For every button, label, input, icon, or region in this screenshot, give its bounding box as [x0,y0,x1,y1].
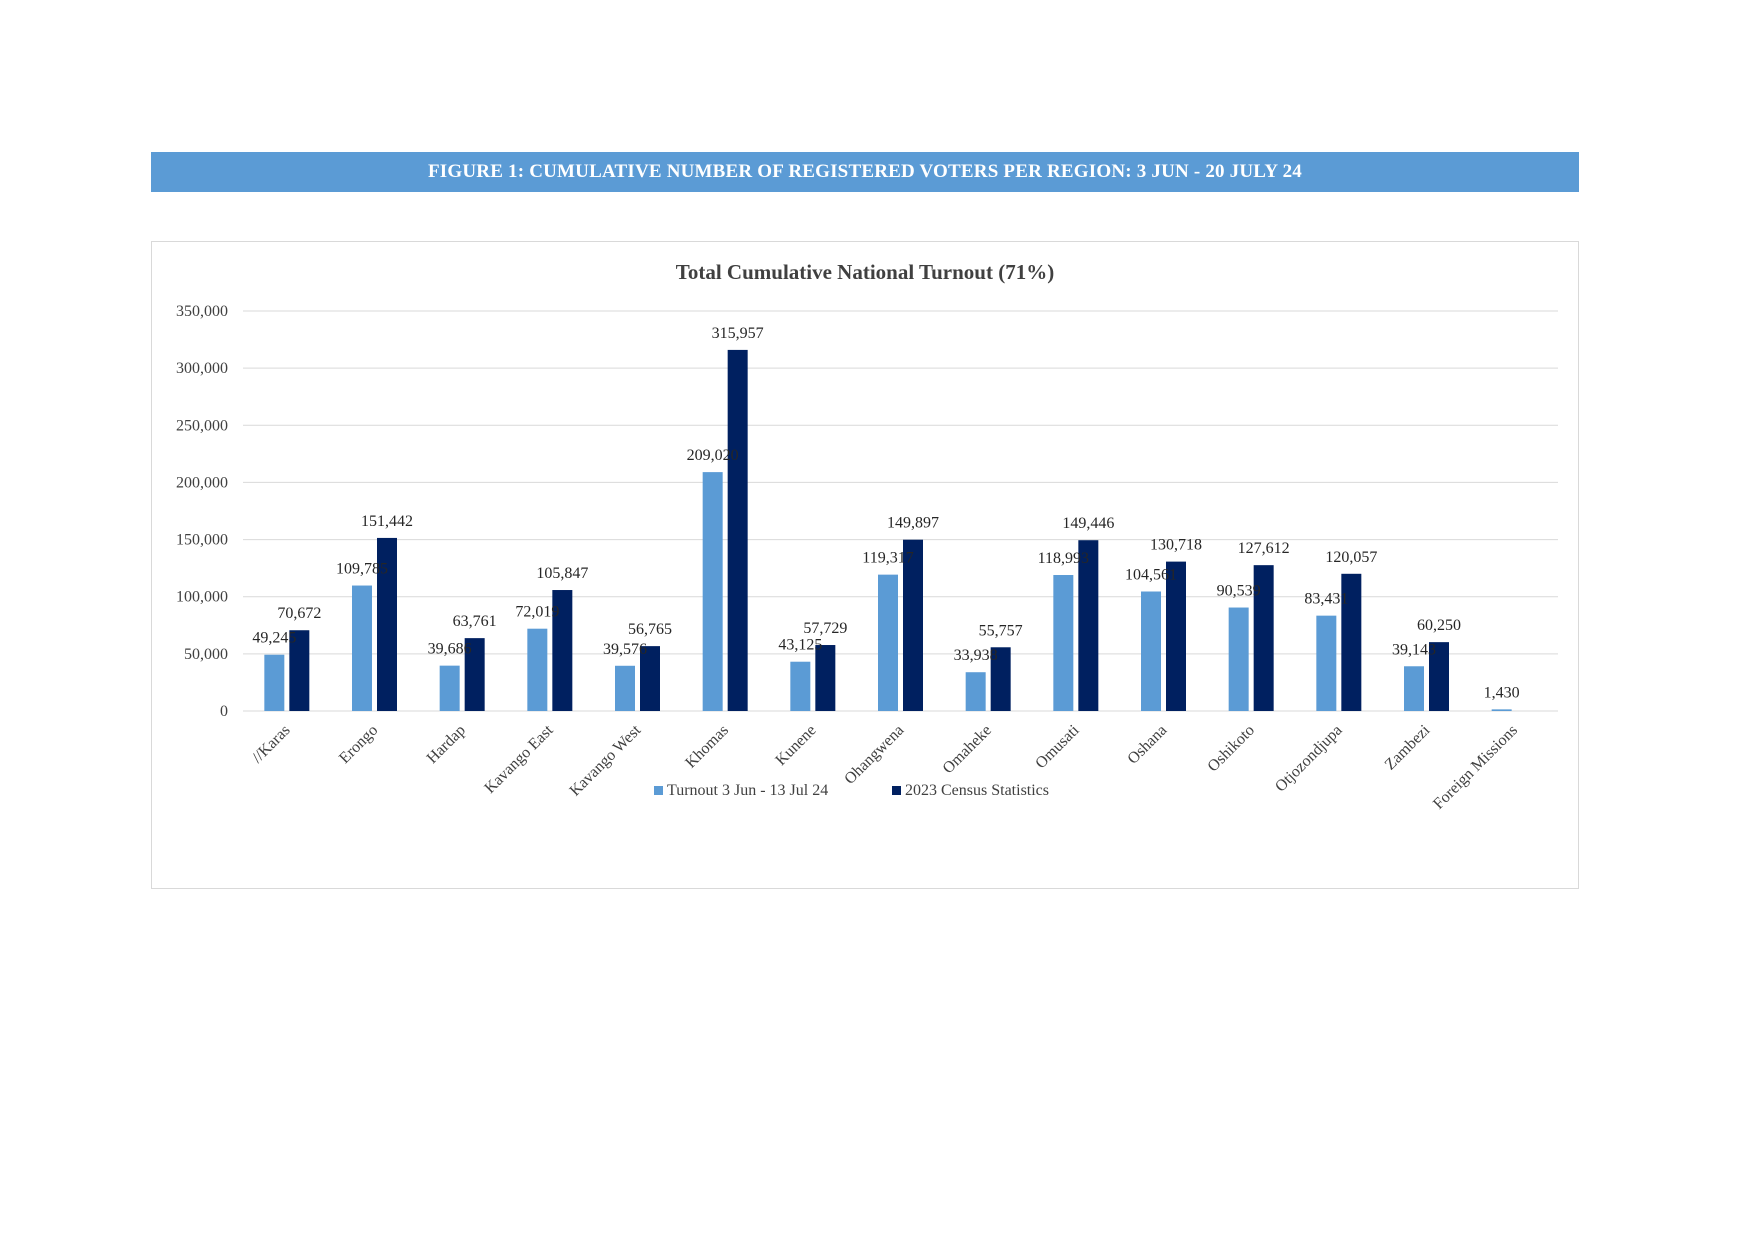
turnout-value-label: 90,539 [1217,583,1261,600]
census-bar [1429,642,1449,711]
turnout-bar [965,672,986,711]
y-tick-label: 0 [220,703,228,720]
x-tick-label: Kunene [772,722,819,769]
x-tick-label: Omusati [1032,721,1083,772]
census-value-label: 56,765 [628,621,672,638]
turnout-value-label: 39,576 [603,641,647,658]
turnout-bar [878,574,898,711]
bar-chart: Total Cumulative National Turnout (71%) … [176,260,1558,813]
turnout-value-label: 104,561 [1125,567,1177,584]
census-bar [289,630,310,711]
turnout-value-label: 119,317 [862,550,913,567]
x-tick-label: Kavango West [567,721,645,799]
x-tick-label: Zambezi [1382,721,1434,773]
y-tick-label: 300,000 [176,360,228,377]
x-tick-label: Omaheke [940,722,995,777]
turnout-bar [1141,591,1161,711]
figure-banner: FIGURE 1: CUMULATIVE NUMBER OF REGISTERE… [151,152,1579,192]
x-tick-label: Kavango East [481,721,557,797]
legend-swatch-turnout [654,786,663,795]
gridlines [243,310,1558,712]
census-value-label: 63,761 [453,613,497,630]
x-tick-label: Khomas [682,722,732,772]
census-bar [1341,573,1362,711]
y-axis-ticks: 0 50,000 100,000 150,000 200,000 250,000 300,0… [176,303,228,720]
x-tick-label: Erongo [336,722,381,767]
y-tick-label: 250,000 [176,417,228,434]
census-value-label: 105,847 [536,565,588,582]
turnout-value-label: 83,431 [1304,591,1348,608]
y-tick-label: 350,000 [176,303,228,320]
census-value-label: 130,718 [1150,537,1202,554]
chart-frame: Total Cumulative National Turnout (71%) … [151,241,1579,889]
chart-title: Total Cumulative National Turnout (71%) [676,260,1054,284]
turnout-bar [1053,575,1074,711]
y-tick-label: 200,000 [176,474,228,491]
census-value-label: 315,957 [712,325,764,342]
turnout-value-label: 209,020 [687,447,739,464]
turnout-value-label: 33,938 [954,647,998,664]
x-tick-label: Oshana [1124,722,1170,768]
turnout-bar [615,665,635,711]
y-tick-label: 50,000 [184,646,228,663]
turnout-bar [1228,607,1249,711]
census-bar [464,638,485,711]
census-bar [640,646,660,711]
x-axis-ticks: //Karas Erongo Hardap Kavango East Kavango W… [249,721,1521,812]
data-labels: 49,245 70,672 109,785 151,442 39,686 63,761 72… [252,325,1519,701]
census-value-label: 60,250 [1417,617,1461,634]
turnout-bar [702,472,723,711]
census-bar [1166,561,1186,711]
census-bar [990,647,1011,711]
y-tick-label: 100,000 [176,589,228,606]
legend-swatch-census [892,786,901,795]
turnout-bar [527,628,548,711]
turnout-bar [790,661,811,711]
bars [264,349,1512,711]
census-bar [552,590,573,711]
census-bar [377,537,397,711]
census-value-label: 151,442 [361,513,413,530]
x-tick-label: //Karas [249,722,294,767]
turnout-value-label: 43,125 [778,637,822,654]
turnout-value-label: 1,430 [1484,684,1520,701]
census-bar [727,349,748,711]
x-tick-label: Ohangwena [841,722,907,788]
x-tick-label: Foreign Missions [1430,722,1521,813]
turnout-value-label: 72,019 [515,604,559,621]
turnout-bar [264,654,285,711]
turnout-bar [1316,615,1337,711]
census-value-label: 120,057 [1325,549,1377,566]
census-bar [903,539,923,711]
x-tick-label: Otjozondjupa [1272,722,1346,796]
census-bar [1078,540,1099,711]
turnout-bar [352,585,372,711]
turnout-value-label: 49,245 [252,630,296,647]
turnout-value-label: 39,686 [428,641,472,658]
turnout-bar [1491,709,1512,711]
census-bar [815,645,836,711]
x-tick-label: Hardap [424,722,469,767]
census-bar [1253,565,1274,711]
census-value-label: 149,897 [887,515,939,532]
turnout-value-label: 39,143 [1392,641,1436,658]
census-value-label: 57,729 [803,620,847,637]
turnout-value-label: 118,993 [1038,550,1089,567]
census-value-label: 149,446 [1062,515,1114,532]
legend-label-census: 2023 Census Statistics [905,782,1049,799]
turnout-value-label: 109,785 [336,561,388,578]
turnout-bar [439,665,460,711]
legend-label-turnout: Turnout 3 Jun - 13 Jul 24 [667,782,828,799]
turnout-bar [1404,666,1424,711]
x-tick-label: Oshikoto [1204,722,1258,776]
census-value-label: 70,672 [277,605,321,622]
census-value-label: 127,612 [1238,540,1290,557]
y-tick-label: 150,000 [176,532,228,549]
census-value-label: 55,757 [979,622,1023,639]
legend: Turnout 3 Jun - 13 Jul 24 2023 Census Sta… [654,782,1049,799]
